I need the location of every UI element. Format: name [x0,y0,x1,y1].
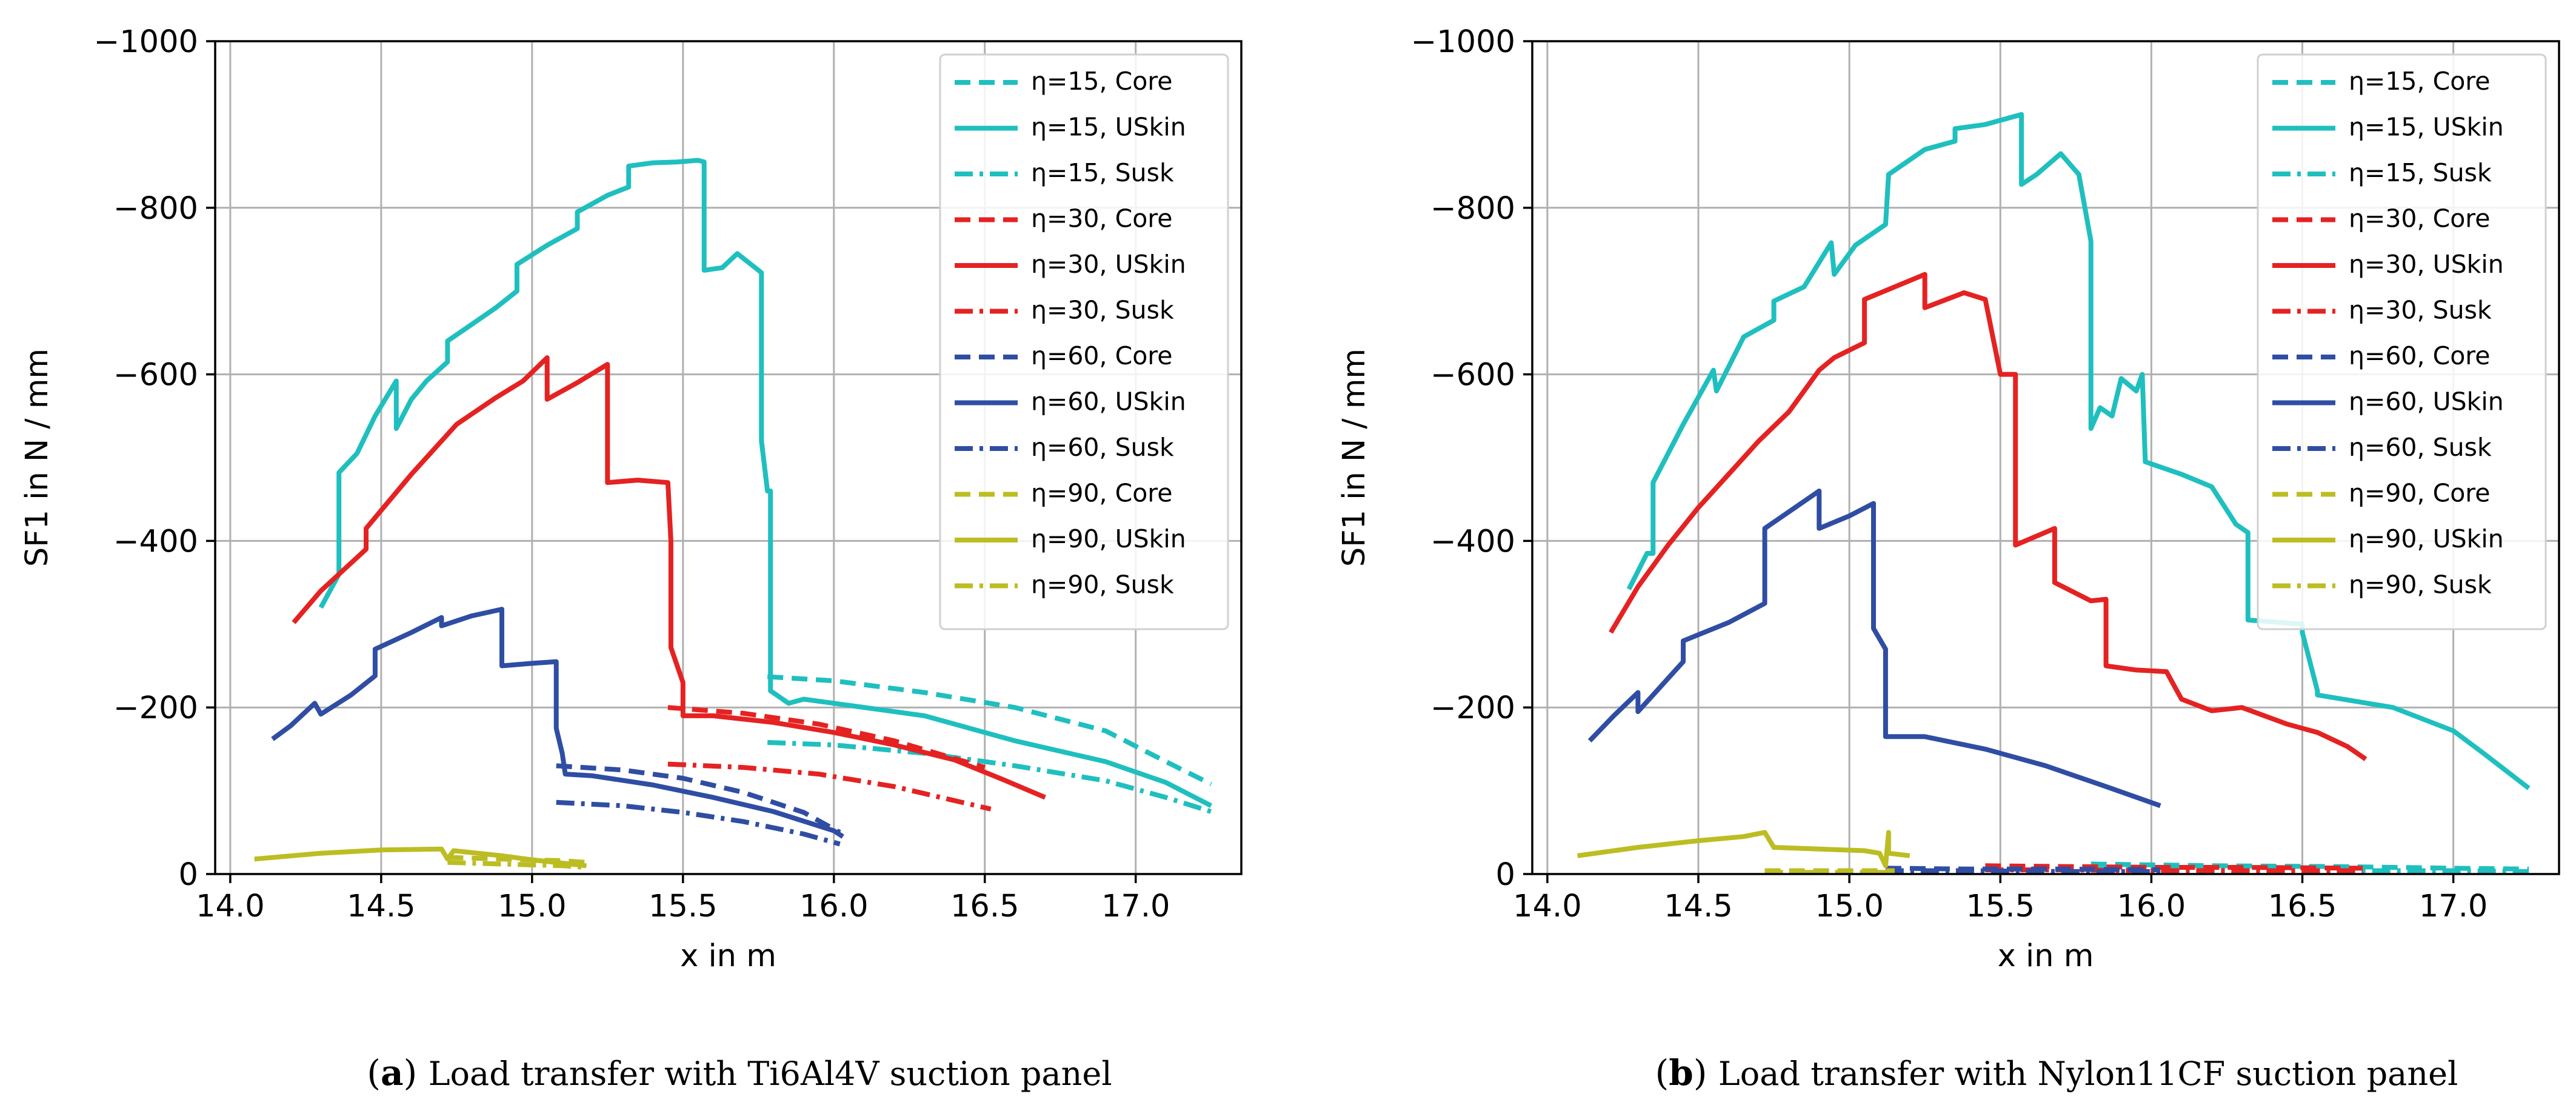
plot-frame [214,40,1243,875]
series-line--15-core [767,674,1212,787]
y-tick-label: −400 [113,524,198,559]
series-line--15-susk [767,739,1212,814]
y-tick-label: −800 [1430,191,1515,227]
legend-label: η=60, USkin [1031,387,1186,416]
y-tick-label: −200 [113,690,198,726]
series-line--60-susk [556,799,841,847]
legend-label: η=60, USkin [2349,387,2504,416]
legend-label: η=90, USkin [2349,524,2504,553]
x-tick-label: 16.5 [2268,889,2337,924]
legend-label: η=30, Core [2349,204,2490,233]
x-axis-label: x in m [1998,938,2094,974]
series-line--60-uskin [271,607,844,839]
legend-label: η=15, Core [2349,67,2490,96]
y-tick-label: −1000 [93,24,198,60]
legend: η=15, Core η=15, USkin η=15, Susk η=30, Cor… [2257,53,2547,630]
y-tick-label: −800 [113,191,198,227]
x-tick-label: 14.0 [196,889,265,924]
x-tick-label: 15.5 [1966,889,2035,924]
figure-caption: (a) Load transfer with Ti6Al4V suction p… [367,1052,1112,1093]
legend-label: η=30, Susk [2349,296,2492,325]
caption-text: Load transfer with Nylon11CF suction pan… [1718,1055,2458,1093]
caption-paren-close: ) [404,1052,429,1093]
plot-frame [1531,40,2560,875]
legend-box [939,53,1229,630]
x-tick-label: 17.0 [1101,889,1170,924]
legend-label: η=30, USkin [2349,250,2504,279]
legend-label: η=30, USkin [1031,250,1186,279]
x-tick-label: 14.5 [347,889,416,924]
caption-paren-open: ( [1655,1052,1669,1093]
x-tick-label: 15.0 [1815,889,1884,924]
legend-label: η=90, Susk [2349,570,2492,599]
series-line--30-uskin [1609,272,2367,761]
y-tick-label: −200 [1430,690,1515,726]
legend-label: η=90, Susk [1031,570,1174,599]
y-tick-label: −600 [113,358,198,393]
series-line--60-uskin [1587,489,2161,809]
y-tick-label: 0 [179,857,198,893]
legend-label: η=15, USkin [2349,113,2504,142]
series-line--90-uskin [254,846,587,869]
x-tick-label: 14.5 [1664,889,1733,924]
chart-panel-a: 14.0 14.5 15.0 15.5 16.0 16.5 17.0 0 −200 −400 −60… [19,24,1243,1093]
y-tick-label: −1000 [1410,24,1515,60]
legend-label: η=90, USkin [1031,524,1186,553]
series-line--30-core [1985,863,2363,871]
series-group [254,158,1213,870]
caption-tag: b [1669,1052,1693,1093]
series-line--30-core [667,705,986,770]
x-tick-label: 16.0 [2117,889,2186,924]
legend-label: η=15, Susk [2349,158,2492,187]
x-tick-label: 16.0 [799,889,869,924]
x-tick-label: 14.0 [1513,889,1582,924]
series-line--30-susk [667,761,992,812]
legend-label: η=60, Core [1031,341,1172,370]
caption-tag: a [381,1052,404,1093]
series-line--15-core [2090,861,2529,872]
series-line--60-susk [1885,868,2161,874]
legend-label: η=30, Susk [1031,296,1174,325]
y-axis-label: SF1 in N / mm [19,349,55,567]
legend-label: η=60, Core [2349,341,2490,370]
legend-label: η=15, USkin [1031,113,1186,142]
series-line--90-uskin [1577,830,1910,869]
chart-panel-b: 14.0 14.5 15.0 15.5 16.0 16.5 17.0 0 −200 −400 −60… [1336,24,2560,1093]
legend-label: η=15, Susk [1031,158,1174,187]
caption-paren-close: ) [1693,1052,1718,1093]
x-tick-label: 15.5 [649,889,718,924]
series-line--60-core [556,763,841,835]
legend-label: η=30, Core [1031,204,1172,233]
x-tick-label: 16.5 [950,889,1019,924]
y-tick-label: −600 [1430,358,1515,393]
series-line--90-susk [447,859,587,870]
series-line--15-uskin [318,158,1213,808]
y-axis-label: SF1 in N / mm [1336,349,1372,567]
legend-label: η=90, Core [2349,479,2490,508]
caption-text: Load transfer with Ti6Al4V suction panel [429,1055,1112,1093]
caption-paren-open: ( [367,1052,381,1093]
y-tick-label: 0 [1496,857,1515,893]
x-tick-label: 15.0 [498,889,567,924]
legend-label: η=90, Core [1031,479,1172,508]
legend-label: η=60, Susk [1031,433,1174,462]
legend-label: η=60, Susk [2349,433,2492,462]
legend-box [2257,53,2547,630]
x-axis-label: x in m [680,938,776,974]
legend-label: η=15, Core [1031,67,1172,96]
figure-caption: (b) Load transfer with Nylon11CF suction… [1655,1052,2458,1093]
series-line--30-uskin [292,355,1046,800]
y-tick-label: −400 [1430,524,1515,559]
legend: η=15, Core η=15, USkin η=15, Susk η=30, Cor… [939,53,1229,630]
x-tick-label: 17.0 [2419,889,2488,924]
